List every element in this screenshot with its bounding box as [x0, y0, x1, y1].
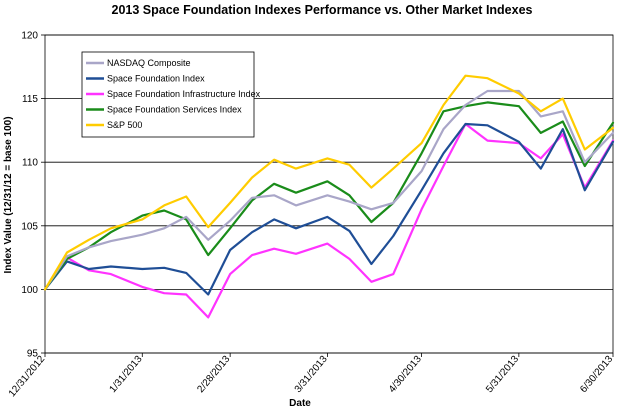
x-tick-label: 3/31/2013 — [293, 354, 330, 395]
x-tick-label: 4/30/2013 — [387, 354, 424, 395]
legend-label: Space Foundation Index — [107, 74, 205, 84]
y-axis-label: Index Value (12/31/12 = base 100) — [3, 116, 14, 273]
x-tick-label: 2/28/2013 — [195, 354, 232, 395]
series-line-0 — [43, 89, 615, 291]
series-line-4 — [43, 74, 615, 291]
legend-label: NASDAQ Composite — [107, 58, 191, 68]
x-axis-label: Date — [289, 398, 311, 409]
x-tick-label: 12/31/2012 — [7, 354, 48, 400]
x-tick-label: 1/31/2013 — [108, 354, 145, 395]
y-tick-label: 105 — [21, 221, 38, 232]
y-tick-label: 95 — [27, 349, 39, 360]
y-tick-label: 110 — [22, 158, 38, 169]
x-axis-ticks: 12/31/2012 1/31/2013 2/28/2013 3/31/2013 4/3… — [7, 353, 616, 399]
y-tick-label: 115 — [22, 94, 38, 105]
series-lines — [43, 74, 615, 319]
y-tick-label: 100 — [21, 285, 38, 296]
legend: NASDAQ Composite Space Foundation Index Sp… — [81, 51, 261, 138]
y-tick-label: 120 — [21, 31, 38, 42]
legend-box — [81, 51, 255, 138]
chart-title: 2013 Space Foundation Indexes Performanc… — [112, 3, 533, 17]
legend-label: S&P 500 — [107, 120, 142, 130]
legend-label: Space Foundation Services Index — [107, 105, 242, 115]
x-tick-label: 6/30/2013 — [578, 354, 615, 395]
x-tick-label: 5/31/2013 — [484, 354, 521, 395]
y-axis-ticks: 95 100 105 110 115 120 — [21, 31, 45, 360]
series-line-1 — [43, 122, 615, 296]
legend-label: Space Foundation Infrastructure Index — [107, 89, 261, 99]
series-line-3 — [43, 101, 615, 291]
